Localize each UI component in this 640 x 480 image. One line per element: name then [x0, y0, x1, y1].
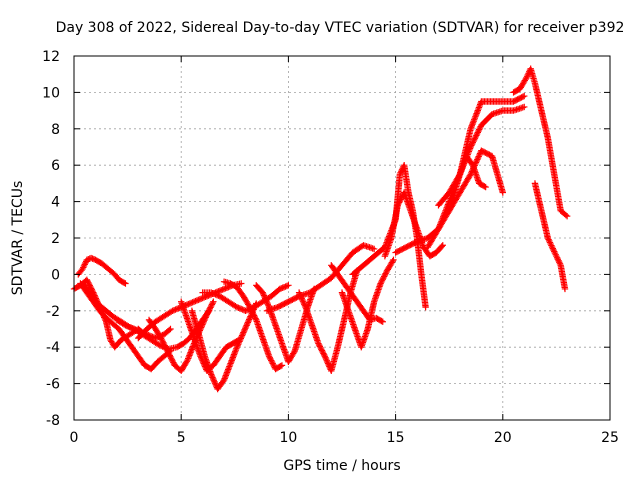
- plus-markers: [381, 189, 446, 260]
- series-arc-22: [435, 152, 489, 209]
- y-tick-label: -2: [46, 304, 60, 320]
- x-tick-label: 15: [387, 430, 405, 446]
- plus-markers: [510, 65, 571, 220]
- plus-markers: [435, 152, 489, 209]
- series-arc-4: [77, 280, 174, 373]
- y-tick-label: 6: [51, 158, 60, 174]
- plus-markers: [77, 280, 174, 373]
- data-points: [70, 65, 571, 393]
- series-arc-12: [253, 282, 318, 365]
- y-tick-label: 0: [51, 267, 60, 283]
- x-tick-label: 20: [494, 430, 512, 446]
- y-tick-label: 8: [51, 122, 60, 138]
- plus-markers: [263, 242, 378, 314]
- x-tick-label: 0: [70, 430, 79, 446]
- x-axis-label: GPS time / hours: [283, 458, 400, 474]
- series-arc-21: [446, 147, 506, 214]
- x-tick-label: 5: [177, 430, 186, 446]
- series-arc-24: [531, 180, 569, 293]
- y-tick-label: 4: [51, 195, 60, 211]
- plus-markers: [531, 180, 569, 293]
- plus-markers: [220, 278, 286, 373]
- plus-markers: [188, 300, 260, 393]
- x-tick-label: 25: [601, 430, 619, 446]
- y-tick-label: -6: [46, 377, 60, 393]
- chart-title: Day 308 of 2022, Sidereal Day-to-day VTE…: [56, 20, 625, 36]
- series-arc-8: [188, 300, 260, 393]
- axis-ticks: [73, 55, 611, 421]
- series-arc-16: [338, 256, 397, 351]
- series-arc-18: [381, 189, 446, 260]
- series-arc-13: [263, 242, 378, 314]
- x-tick-labels: 0 5 10 15 20 25: [70, 430, 619, 446]
- x-tick-label: 10: [279, 430, 297, 446]
- series-arc-23: [510, 65, 571, 220]
- y-axis-label: SDTVAR / TECUs: [10, 181, 26, 296]
- plus-markers: [253, 282, 318, 365]
- series-arc-9: [178, 298, 243, 375]
- y-tick-label: -8: [46, 413, 60, 429]
- plus-markers: [178, 298, 243, 375]
- plus-markers: [446, 147, 506, 214]
- y-tick-label: -4: [46, 340, 60, 356]
- y-tick-label: 12: [42, 49, 60, 65]
- y-tick-label: 2: [51, 231, 60, 247]
- y-tick-label: 10: [42, 85, 60, 101]
- y-tick-labels: -8 -6 -4 -2 0 2 4 6 8 10 12: [42, 49, 60, 429]
- series-arc-11: [220, 278, 286, 373]
- plus-markers: [338, 256, 397, 351]
- grid-lines: [74, 56, 610, 420]
